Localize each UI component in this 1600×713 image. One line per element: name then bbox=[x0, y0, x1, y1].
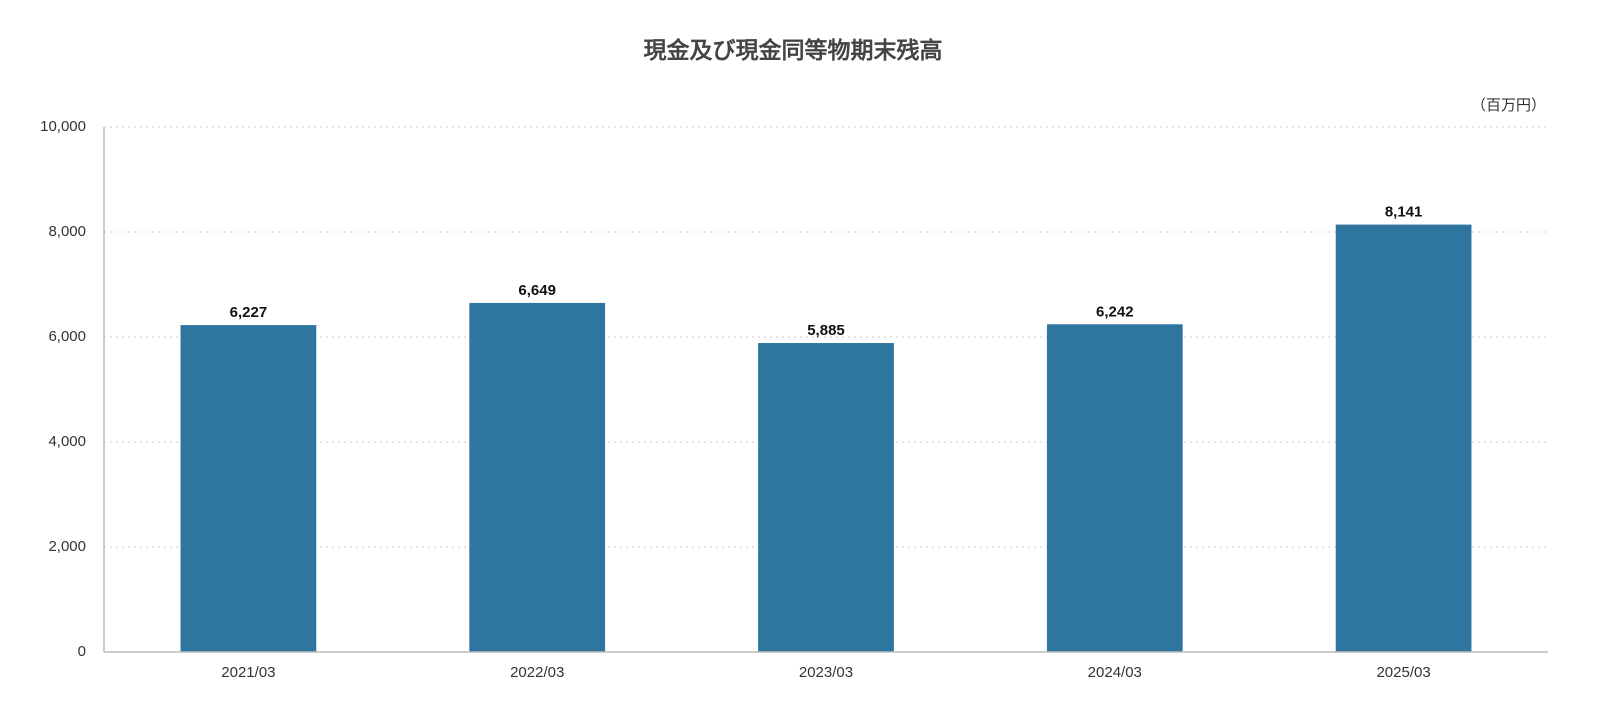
value-label: 6,227 bbox=[230, 304, 268, 321]
x-tick-label: 2022/03 bbox=[510, 664, 564, 681]
unit-label: （百万円） bbox=[1471, 97, 1546, 114]
bar bbox=[469, 302, 606, 652]
chart-title: 現金及び現金同等物期末残高 bbox=[644, 37, 943, 63]
y-tick-label: 0 bbox=[78, 643, 86, 660]
y-tick-label: 10,000 bbox=[40, 118, 86, 135]
value-label: 6,649 bbox=[518, 282, 556, 299]
bar bbox=[758, 343, 894, 652]
bar bbox=[180, 325, 317, 652]
value-label: 6,242 bbox=[1096, 303, 1134, 320]
y-tick-label: 8,000 bbox=[48, 223, 86, 240]
value-label: 8,141 bbox=[1385, 204, 1423, 221]
y-tick-label: 6,000 bbox=[48, 328, 86, 345]
bar bbox=[1335, 224, 1472, 652]
bar bbox=[1046, 324, 1183, 652]
y-tick-label: 2,000 bbox=[48, 538, 86, 555]
x-tick-label: 2025/03 bbox=[1376, 664, 1430, 681]
x-tick-label: 2024/03 bbox=[1088, 664, 1142, 681]
x-tick-label: 2021/03 bbox=[221, 664, 275, 681]
x-tick-label: 2023/03 bbox=[799, 664, 853, 681]
y-tick-label: 4,000 bbox=[48, 433, 86, 450]
value-label: 5,885 bbox=[807, 322, 845, 339]
